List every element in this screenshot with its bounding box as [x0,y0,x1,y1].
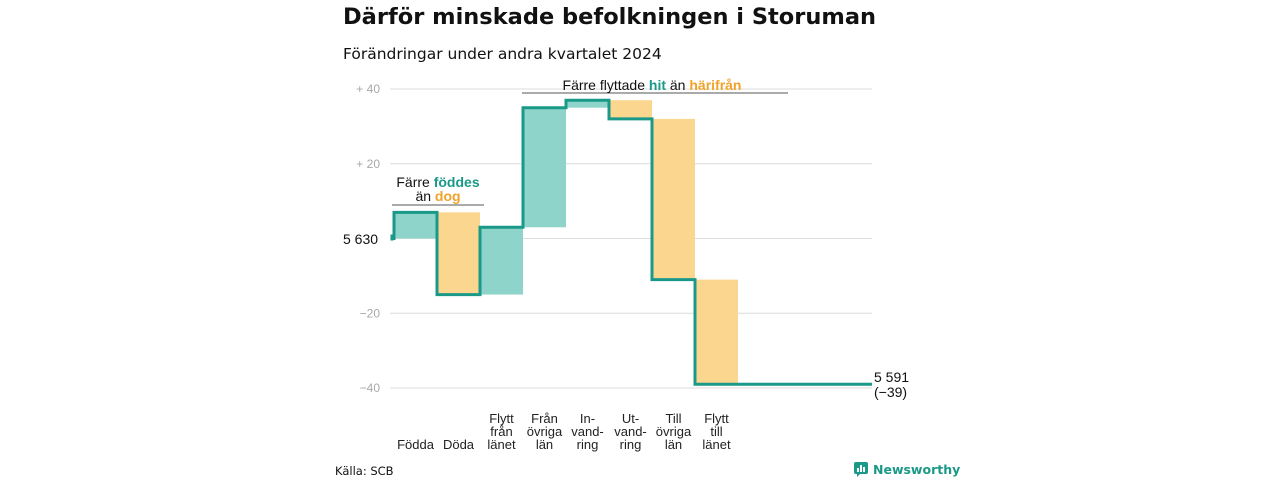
annotation-migration: Färre flyttade hit än härifrån [563,77,742,93]
annotations: Färre föddes än dog Färre flyttade hit ä… [392,77,788,206]
gridlines [390,88,872,389]
source-note: Källa: SCB [335,464,394,478]
step-line [390,98,872,386]
category-label: Döda [443,437,475,452]
brand-logo: Newsworthy [853,461,960,477]
y-tick-label: + 20 [356,157,380,171]
waterfall-bar [609,100,652,119]
y-tick-label: −20 [360,306,381,320]
newsworthy-chart-icon [854,462,868,477]
category-label: Från övriga län [527,411,563,452]
waterfall-bar [480,227,523,295]
category-label: Ut-vand-ring [614,411,647,452]
waterfall-bars [394,100,738,385]
category-labels: Födda Döda Flytt från länet Från övriga länIn-v… [397,411,731,452]
waterfall-bar [394,212,437,239]
category-label: Till övriga län [656,411,692,452]
chart-subtitle: Förändringar under andra kvartalet 2024 [343,45,662,63]
y-tick-label: + 40 [356,82,380,96]
y-tick-label: −40 [360,381,381,395]
waterfall-bar [566,100,609,108]
annotation-births-line2: än dog [415,188,460,204]
end-change-label: (−39) [874,384,907,400]
brand-name: Newsworthy [873,461,961,477]
category-label: Födda [397,437,435,452]
end-value-label: 5 591 [874,369,909,385]
chart-title: Därför minskade befolkningen i Storuman [343,4,877,30]
waterfall-bar [523,107,566,228]
waterfall-bar [652,118,695,280]
annotation-births-line1: Färre föddes [396,174,479,190]
waterfall-bar [437,212,480,295]
category-label: In-vand-ring [571,411,604,452]
waterfall-bar [695,279,738,385]
start-value-label: 5 630 [343,231,378,247]
category-label: Flytt från länet [487,411,516,452]
y-axis-ticks: + 40 + 20 −20 −40 [356,82,380,395]
cumulative-step-line [392,98,872,386]
category-label: Flytt till länet [702,411,731,452]
